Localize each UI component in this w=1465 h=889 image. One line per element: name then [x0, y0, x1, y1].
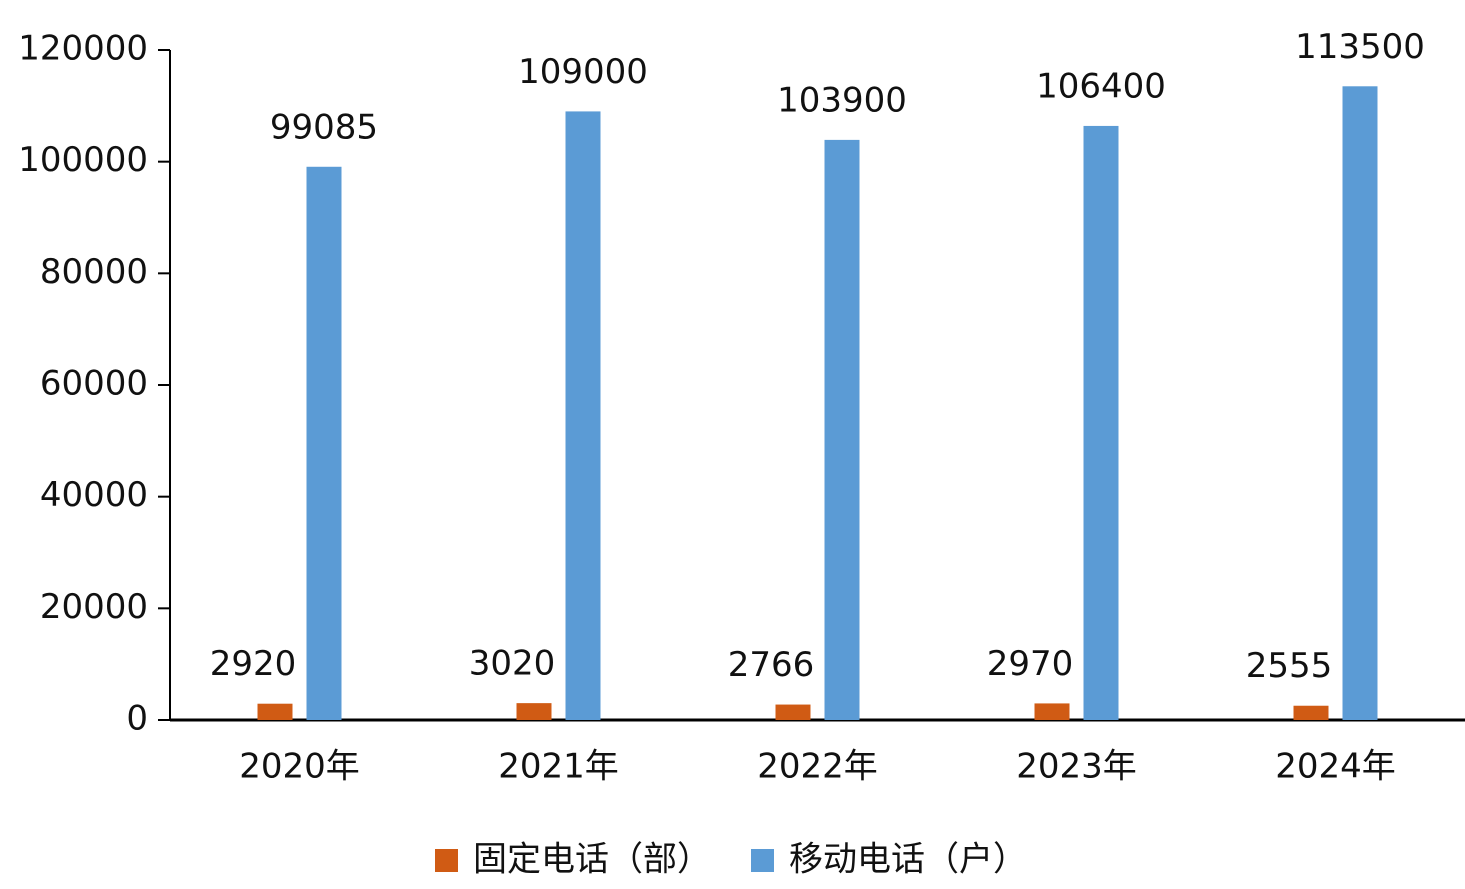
y-tick-label: 40000	[40, 475, 148, 515]
legend-swatch	[751, 849, 774, 872]
y-tick-label: 60000	[40, 364, 148, 404]
value-label: 109000	[518, 52, 648, 92]
bar	[824, 139, 860, 720]
y-tick-label: 20000	[40, 587, 148, 627]
bar	[1034, 703, 1070, 720]
y-tick-label: 100000	[18, 140, 148, 180]
x-tick-label: 2023年	[1016, 747, 1137, 787]
value-label: 113500	[1295, 27, 1425, 67]
legend-swatch	[435, 849, 458, 872]
y-tick-label: 120000	[18, 29, 148, 69]
value-label: 2970	[987, 644, 1074, 684]
bar	[516, 703, 552, 720]
value-label: 99085	[270, 107, 378, 147]
bar	[306, 166, 342, 721]
bar	[1293, 705, 1329, 720]
x-tick-label: 2024年	[1275, 747, 1396, 787]
value-label: 2920	[210, 644, 297, 684]
bar	[565, 111, 601, 720]
value-label: 2555	[1246, 646, 1333, 686]
bar	[775, 704, 811, 720]
bar	[1083, 125, 1119, 720]
y-tick-label: 80000	[40, 252, 148, 292]
value-label: 103900	[777, 80, 907, 120]
value-label: 106400	[1036, 66, 1166, 106]
legend-label: 移动电话（户）	[789, 840, 1027, 880]
bar	[1342, 86, 1378, 720]
legend-label: 固定电话（部）	[473, 840, 711, 880]
value-label: 3020	[469, 644, 556, 684]
x-tick-label: 2020年	[239, 747, 360, 787]
value-label: 2766	[728, 645, 815, 685]
y-tick-label: 0	[126, 699, 148, 739]
x-tick-label: 2022年	[757, 747, 878, 787]
x-tick-label: 2021年	[498, 747, 619, 787]
bar	[257, 703, 293, 720]
